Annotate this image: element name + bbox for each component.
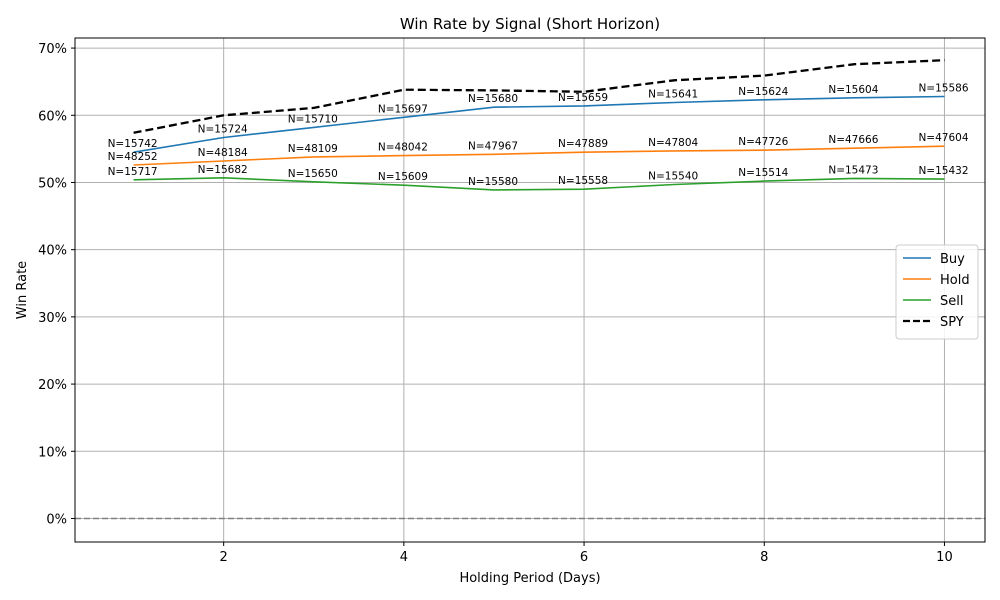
point-label-hold: N=47804 (648, 137, 698, 149)
series-line-buy (133, 95, 945, 153)
point-label-buy: N=15742 (108, 138, 158, 150)
legend-entry-sell: Sell (940, 294, 963, 309)
y-tick-label: 70% (38, 42, 67, 57)
point-label-buy: N=15641 (648, 89, 698, 101)
point-label-sell: N=15540 (648, 170, 698, 182)
point-labels-group: N=15742 N=15724 N=15710 N=15697 N=15680 N=156… (108, 82, 969, 187)
point-label-hold: N=47967 (468, 140, 518, 152)
point-label-hold: N=48109 (288, 143, 338, 155)
point-label-sell: N=15650 (288, 168, 338, 180)
plot-frame (74, 37, 986, 543)
y-tick-label: 60% (38, 109, 67, 124)
point-label-hold: N=47666 (828, 134, 878, 146)
y-tick-label: 0% (46, 512, 67, 527)
y-tick-label: 30% (38, 311, 67, 326)
chart-title: Win Rate by Signal (Short Horizon) (400, 15, 660, 33)
point-label-sell: N=15473 (828, 164, 878, 176)
point-label-buy: N=15697 (378, 103, 428, 115)
y-axis-title: Win Rate (15, 261, 30, 319)
point-label-sell: N=15432 (918, 165, 968, 177)
x-tick-label: 6 (580, 550, 588, 565)
point-label-hold: N=48042 (378, 142, 428, 154)
point-label-hold: N=48184 (198, 147, 248, 159)
point-label-buy: N=15710 (288, 113, 338, 125)
point-label-buy: N=15586 (918, 82, 968, 94)
series-line-hold (133, 145, 945, 166)
point-label-sell: N=15609 (378, 171, 428, 183)
x-tick-label: 4 (400, 550, 408, 565)
y-tick-label: 20% (38, 378, 67, 393)
point-label-buy: N=15624 (738, 86, 788, 98)
legend-box (895, 244, 979, 340)
y-tick-label: 50% (38, 176, 67, 191)
x-axis-title: Holding Period (Days) (459, 571, 600, 586)
point-label-sell: N=15717 (108, 166, 158, 178)
point-label-buy: N=15659 (558, 92, 608, 104)
point-label-hold: N=47604 (918, 132, 968, 144)
grid (75, 38, 985, 542)
point-label-buy: N=15724 (198, 123, 248, 135)
series-line-sell (133, 177, 945, 191)
x-tick-label: 2 (220, 550, 228, 565)
point-label-sell: N=15514 (738, 167, 788, 179)
legend: Buy Hold Sell SPY (895, 244, 979, 340)
x-tick-label: 10 (936, 550, 953, 565)
point-label-sell: N=15682 (198, 164, 248, 176)
y-tick-label: 40% (38, 244, 67, 259)
series-group (133, 59, 945, 191)
point-label-buy: N=15680 (468, 93, 518, 105)
point-label-hold: N=47726 (738, 136, 788, 148)
point-label-hold: N=48252 (108, 151, 158, 163)
legend-entry-buy: Buy (940, 252, 965, 267)
point-label-buy: N=15604 (828, 84, 878, 96)
x-tick-label: 8 (760, 550, 768, 565)
point-label-sell: N=15580 (468, 176, 518, 188)
legend-entry-spy: SPY (940, 315, 964, 330)
legend-entry-hold: Hold (940, 273, 970, 288)
point-label-sell: N=15558 (558, 175, 608, 187)
point-label-hold: N=47889 (558, 138, 608, 150)
axis-ticks: 2 4 6 8 10 0% 10% 20% 30% 40% 50% 60% 70% (38, 42, 953, 565)
y-tick-label: 10% (38, 445, 67, 460)
series-line-spy (133, 59, 945, 134)
